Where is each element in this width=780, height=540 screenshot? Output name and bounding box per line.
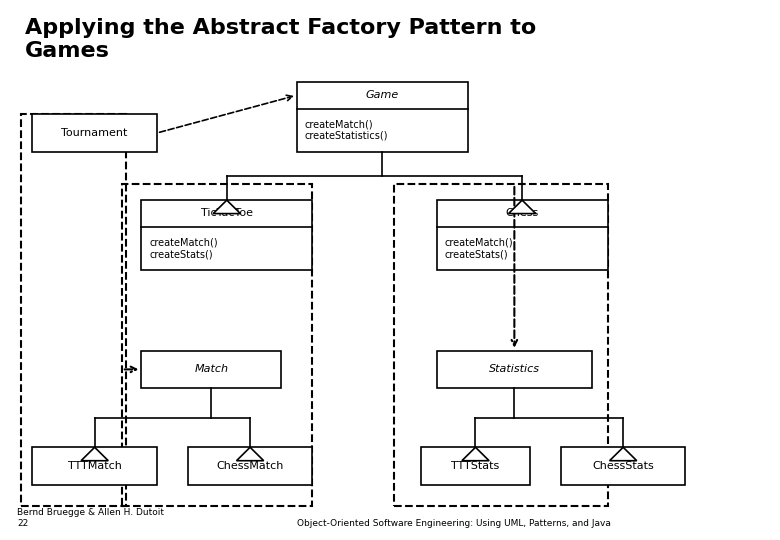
Text: TTTMatch: TTTMatch [68,461,122,471]
Text: createMatch()
createStats(): createMatch() createStats() [445,238,513,259]
FancyBboxPatch shape [561,447,686,485]
FancyBboxPatch shape [437,350,592,388]
FancyBboxPatch shape [188,447,312,485]
FancyBboxPatch shape [437,200,608,270]
Text: Match: Match [194,364,229,374]
FancyBboxPatch shape [141,350,281,388]
FancyBboxPatch shape [296,82,468,152]
Polygon shape [609,447,636,461]
Text: ChessMatch: ChessMatch [216,461,284,471]
FancyBboxPatch shape [421,447,530,485]
FancyBboxPatch shape [33,114,157,152]
Text: Game: Game [366,90,399,100]
Polygon shape [462,447,489,461]
Text: Statistics: Statistics [489,364,540,374]
Polygon shape [81,447,108,461]
Text: Tournament: Tournament [62,128,128,138]
Text: Applying the Abstract Factory Pattern to
Games: Applying the Abstract Factory Pattern to… [25,17,536,60]
Text: createMatch()
createStats(): createMatch() createStats() [149,238,218,259]
Text: TTTStats: TTTStats [452,461,500,471]
Polygon shape [509,200,536,214]
Text: Chess: Chess [505,208,539,219]
Text: Object-Oriented Software Engineering: Using UML, Patterns, and Java: Object-Oriented Software Engineering: Us… [296,519,611,528]
FancyBboxPatch shape [141,200,312,270]
Text: ChessStats: ChessStats [592,461,654,471]
Polygon shape [213,200,240,214]
Polygon shape [236,447,264,461]
Text: Bernd Bruegge & Allen H. Dutoit
22: Bernd Bruegge & Allen H. Dutoit 22 [17,509,164,528]
FancyBboxPatch shape [33,447,157,485]
Text: createMatch()
createStatistics(): createMatch() createStatistics() [304,119,388,141]
Text: TicTacToe: TicTacToe [200,208,253,219]
